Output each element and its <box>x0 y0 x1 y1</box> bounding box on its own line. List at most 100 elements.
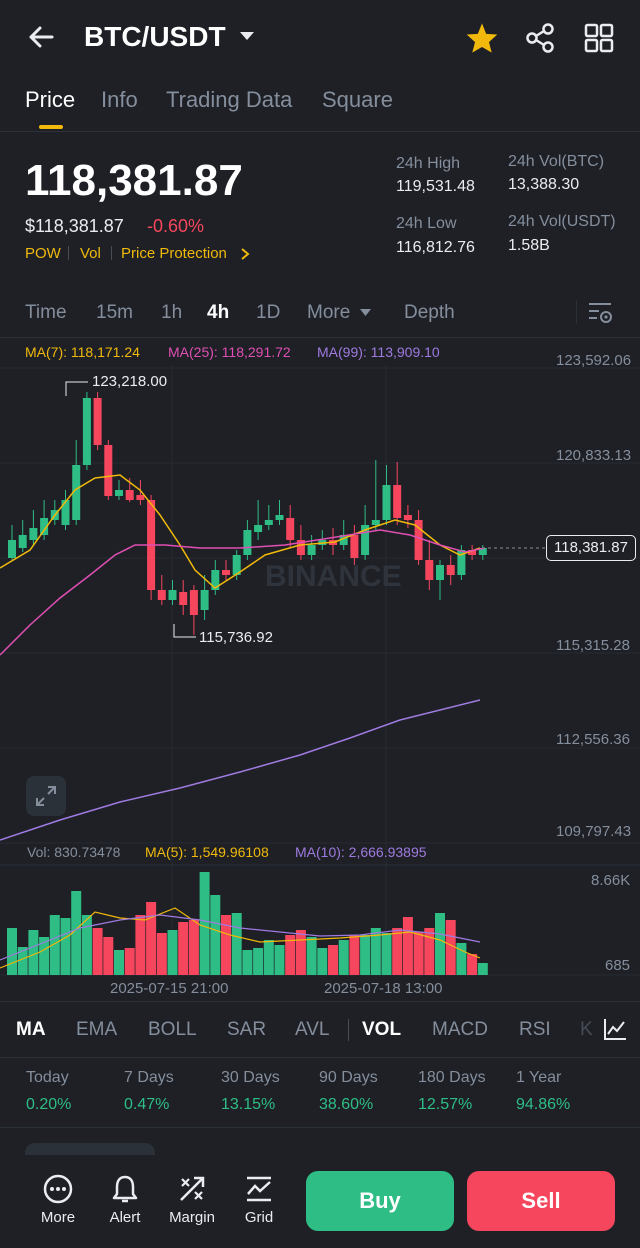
interval-depth[interactable]: Depth <box>404 302 455 323</box>
tab-info[interactable]: Info <box>101 87 138 112</box>
tag-separator <box>68 246 69 260</box>
volume-bar <box>124 948 135 975</box>
chart-top-divider <box>0 337 640 338</box>
vol-btc-label: 24h Vol(BTC) <box>508 153 605 170</box>
tag-pow[interactable]: POW <box>25 245 61 262</box>
indicator-chart-icon <box>604 1019 626 1040</box>
grid-label: Grid <box>244 1209 274 1226</box>
more-icon <box>43 1174 73 1204</box>
candle-body <box>61 500 70 525</box>
indicator-settings-button[interactable] <box>594 1008 640 1052</box>
chevron-right-icon[interactable] <box>240 247 250 261</box>
current-price-label: 118,381.87 <box>546 535 636 561</box>
candle-body <box>168 590 177 600</box>
volume-bar <box>381 933 392 975</box>
tag-vol[interactable]: Vol <box>80 245 101 262</box>
volume-bar <box>445 920 456 975</box>
y-tick: 109,797.43 <box>556 823 632 840</box>
indicator-macd[interactable]: MACD <box>432 1019 488 1040</box>
volume-bar <box>199 872 210 975</box>
volume-bar <box>295 930 306 975</box>
interval-15m[interactable]: 15m <box>96 302 133 323</box>
indicator-vol[interactable]: VOL <box>362 1019 402 1040</box>
buy-button[interactable]: Buy <box>306 1171 454 1231</box>
indicator-ma[interactable]: MA <box>16 1019 46 1040</box>
candle-body <box>18 535 27 548</box>
candle-body <box>243 530 252 555</box>
interval-1d[interactable]: 1D <box>256 302 281 323</box>
candle-body <box>200 590 209 610</box>
share-icon[interactable] <box>524 22 556 54</box>
chart-settings-icon[interactable] <box>587 301 613 325</box>
volume-bar <box>188 920 199 975</box>
high-marker-label: 123,218.00 <box>92 373 168 390</box>
tab-price[interactable]: Price <box>25 87 76 112</box>
volume-bar <box>285 935 296 975</box>
price-markers <box>65 381 196 638</box>
volume-bar <box>28 930 39 975</box>
interval-time[interactable]: Time <box>25 302 67 323</box>
back-arrow-icon[interactable] <box>26 22 56 52</box>
vol-tick: 685 <box>605 957 631 974</box>
ma7-legend: MA(7): 118,171.24 <box>25 344 140 360</box>
expand-chart-button[interactable] <box>26 776 66 816</box>
y-tick: 123,592.06 <box>556 352 632 369</box>
margin-button[interactable]: Margin <box>160 1171 224 1231</box>
indicator-rsi[interactable]: RSI <box>519 1019 551 1040</box>
tag-price-protection[interactable]: Price Protection <box>121 245 227 262</box>
caret-down-icon[interactable] <box>359 308 372 317</box>
volume-bar <box>81 915 92 975</box>
candlestick-chart[interactable]: BINANCE <box>0 365 640 980</box>
volume-bar <box>17 947 28 975</box>
ma25-line <box>0 529 486 656</box>
caret-down-icon[interactable] <box>238 30 256 42</box>
high-label: 24h High <box>396 155 461 172</box>
interval-1h[interactable]: 1h <box>161 302 183 323</box>
volume-bar <box>435 913 445 975</box>
pair-title[interactable]: BTC/USDT <box>84 21 226 52</box>
volume-bar <box>360 935 371 975</box>
candle-body <box>93 398 102 445</box>
indicator-ema[interactable]: EMA <box>76 1019 118 1040</box>
star-icon[interactable] <box>465 22 499 54</box>
chart-grid <box>0 365 640 976</box>
tab-trading-data[interactable]: Trading Data <box>166 87 293 112</box>
y-tick: 120,833.13 <box>556 447 632 464</box>
grid-menu-icon[interactable] <box>583 22 615 54</box>
volume-bar <box>402 917 413 975</box>
usd-price: $118,381.87 <box>25 216 124 236</box>
high-marker-line <box>65 381 88 396</box>
indicator-boll[interactable]: BOLL <box>148 1019 197 1040</box>
candle-body <box>115 490 123 496</box>
sell-button[interactable]: Sell <box>467 1171 615 1231</box>
grid-button[interactable]: Grid <box>227 1171 291 1231</box>
high-value: 119,531.48 <box>396 178 475 195</box>
tab-square[interactable]: Square <box>322 87 393 112</box>
perf-value: 12.57% <box>418 1096 473 1113</box>
performance-divider <box>0 1127 640 1128</box>
candle-body <box>157 590 166 600</box>
interval-more[interactable]: More <box>307 302 351 323</box>
candle-body <box>286 518 295 540</box>
grid-trading-icon <box>247 1176 271 1202</box>
alert-button[interactable]: Alert <box>93 1171 157 1231</box>
low-marker-line <box>173 624 196 638</box>
candle-body <box>222 570 230 575</box>
more-button[interactable]: More <box>26 1171 90 1231</box>
perf-label: 180 Days <box>418 1069 486 1086</box>
candle-body <box>189 590 198 615</box>
candle-body <box>414 520 423 560</box>
low-value: 116,812.76 <box>396 239 475 256</box>
expand-icon <box>36 786 56 806</box>
volume-bar <box>477 963 488 975</box>
indicator-sar[interactable]: SAR <box>227 1019 267 1040</box>
candle-body <box>361 525 370 555</box>
vol-usdt-label: 24h Vol(USDT) <box>508 213 616 230</box>
interval-4h[interactable]: 4h <box>207 302 230 323</box>
candle-body <box>339 535 348 545</box>
vol-ma10-legend: MA(10): 2,666.93895 <box>295 844 427 860</box>
indicator-avl[interactable]: AVL <box>295 1019 330 1040</box>
top-bar: BTC/USDT <box>0 0 640 75</box>
volume-bar <box>467 954 478 975</box>
volume-bar <box>317 948 328 975</box>
